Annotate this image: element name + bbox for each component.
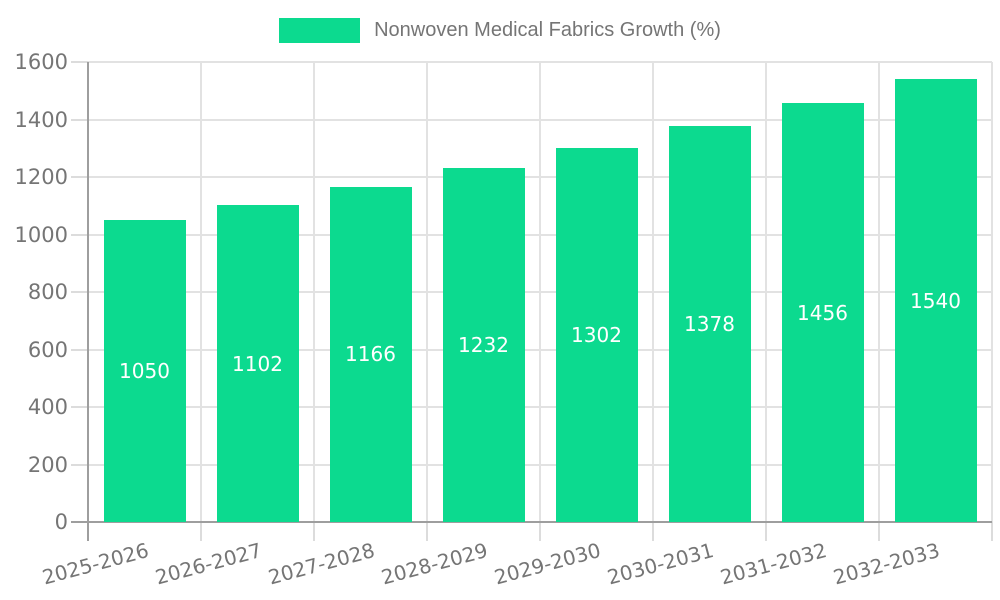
y-tick-label: 1000: [14, 222, 68, 247]
y-tick-label: 400: [27, 395, 68, 419]
bar: [329, 186, 412, 522]
legend-swatch: [279, 18, 361, 43]
bar: [894, 79, 977, 522]
x-axis-line: [71, 521, 992, 523]
bar-value-label: 1302: [571, 322, 622, 347]
bar: [103, 220, 186, 522]
x-tick-mark: [765, 522, 767, 541]
v-gridline: [200, 62, 202, 522]
bar-value-label: 1456: [797, 300, 848, 325]
bar-value-label: 1540: [910, 288, 961, 313]
v-gridline: [652, 62, 654, 522]
x-tick-mark: [652, 522, 654, 541]
y-tick-mark: [71, 233, 88, 236]
y-tick-mark: [71, 348, 88, 351]
v-gridline: [878, 62, 880, 522]
legend-label: Nonwoven Medical Fabrics Growth (%): [374, 19, 721, 41]
bar-value-label: 1232: [458, 332, 509, 357]
x-tick-mark: [878, 522, 880, 541]
bar-value-label: 1102: [232, 351, 283, 376]
v-gridline: [539, 62, 541, 522]
bar-value-label: 1050: [119, 359, 170, 384]
bar: [216, 205, 299, 522]
v-gridline: [991, 62, 993, 522]
v-gridline: [313, 62, 315, 522]
v-gridline: [765, 62, 767, 522]
bar: [781, 103, 864, 522]
bar: [442, 167, 525, 522]
x-tick-mark: [200, 522, 202, 541]
bar-value-label: 1166: [345, 342, 396, 367]
legend: Nonwoven Medical Fabrics Growth (%): [0, 18, 1000, 43]
bar: [668, 125, 751, 522]
y-tick-label: 1600: [14, 50, 68, 74]
y-tick-mark: [71, 61, 88, 63]
bar-value-label: 1378: [684, 311, 735, 336]
y-tick-label: 1400: [14, 107, 68, 132]
y-tick-label: 600: [27, 337, 68, 362]
y-tick-mark: [71, 118, 88, 121]
x-tick-mark: [313, 522, 315, 541]
y-tick-mark: [71, 291, 88, 293]
x-tick-mark: [991, 522, 993, 541]
x-tick-mark: [426, 522, 428, 541]
x-tick-mark: [539, 522, 541, 541]
v-gridline: [426, 62, 428, 522]
y-tick-mark: [71, 463, 88, 466]
bar: [555, 147, 638, 522]
y-tick-mark: [71, 176, 88, 178]
y-tick-mark: [71, 406, 88, 408]
y-tick-label: 800: [27, 280, 68, 304]
y-axis-line: [87, 62, 89, 541]
y-tick-label: 200: [27, 452, 68, 477]
y-tick-label: 1200: [14, 165, 68, 189]
y-tick-label: 0: [54, 510, 68, 534]
